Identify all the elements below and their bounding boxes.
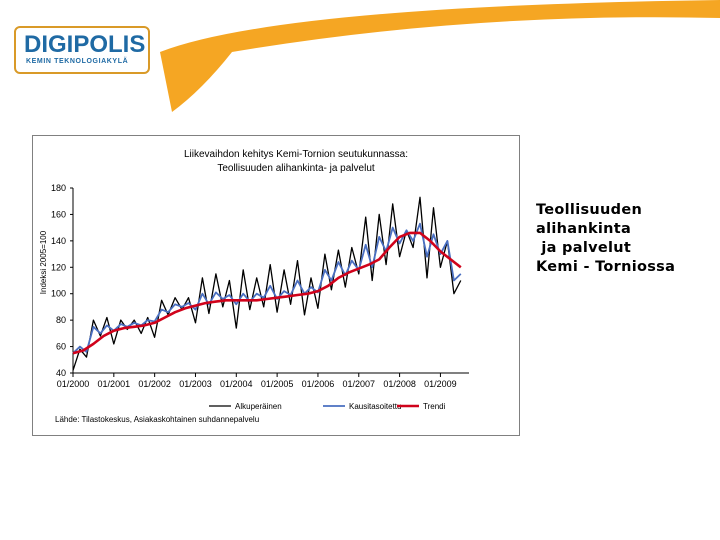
side-caption: Teollisuuden alihankinta ja palvelut Kem… [536, 201, 716, 277]
series-line-1 [72, 222, 462, 354]
y-tick-label: 160 [51, 209, 66, 219]
side-caption-line: ja palvelut [536, 240, 632, 256]
y-tick-label: 80 [56, 315, 66, 325]
x-tick-label: 01/2007 [342, 379, 375, 389]
y-axis-label: Indeksi 2005=100 [39, 230, 48, 294]
chart-panel: Liikevaihdon kehitys Kemi-Tornion seutuk… [32, 135, 520, 436]
y-tick-label: 60 [56, 342, 66, 352]
y-tick-label: 140 [51, 236, 66, 246]
chart-subtitle: Teollisuuden alihankinta- ja palvelut [217, 163, 375, 174]
side-caption-line: Teollisuuden [536, 202, 643, 218]
x-tick-label: 01/2008 [383, 379, 416, 389]
y-tick-label: 120 [51, 262, 66, 272]
digipolis-logo: DIGIPOLIS KEMIN TEKNOLOGIAKYLÄ [14, 26, 150, 74]
chart-title: Liikevaihdon kehitys Kemi-Tornion seutuk… [184, 149, 408, 160]
legend-label: Kausitasoitettu [349, 402, 401, 411]
y-tick-label: 40 [56, 368, 66, 378]
y-tick-label: 100 [51, 289, 66, 299]
side-caption-line: Kemi - Torniossa [536, 259, 676, 275]
x-tick-label: 01/2000 [57, 379, 90, 389]
x-tick-label: 01/2001 [98, 379, 131, 389]
legend-label: Trendi [423, 402, 446, 411]
line-chart: Liikevaihdon kehitys Kemi-Tornion seutuk… [39, 149, 469, 424]
series-line-0 [72, 196, 462, 371]
logo-wordmark: DIGIPOLIS [24, 31, 146, 58]
x-tick-label: 01/2005 [261, 379, 294, 389]
series-line-2 [72, 231, 462, 355]
x-tick-label: 01/2009 [424, 379, 457, 389]
legend-label: Alkuperäinen [235, 402, 282, 411]
header-swoosh [160, 0, 720, 112]
side-caption-line: alihankinta [536, 221, 632, 237]
chart-source: Lähde: Tilastokeskus, Asiakaskohtainen s… [55, 415, 259, 424]
x-tick-label: 01/2002 [138, 379, 171, 389]
x-tick-label: 01/2004 [220, 379, 253, 389]
x-tick-label: 01/2003 [179, 379, 212, 389]
y-tick-label: 180 [51, 183, 66, 193]
x-tick-label: 01/2006 [302, 379, 335, 389]
logo-tagline: KEMIN TEKNOLOGIAKYLÄ [26, 58, 129, 65]
